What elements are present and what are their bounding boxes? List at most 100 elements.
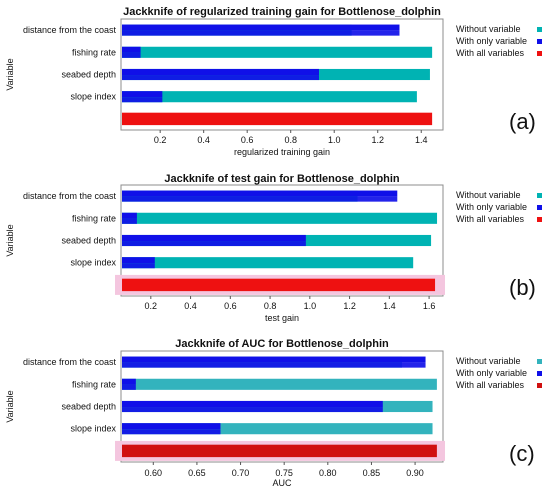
x-tick-label: 1.2: [371, 135, 384, 145]
legend-swatch: [537, 193, 542, 198]
bar-with-only-variable: [122, 190, 398, 197]
bar-with-only-variable-lower: [122, 97, 163, 103]
bar-with-only-variable-lower: [122, 362, 426, 368]
category-label: seabed depth: [61, 70, 116, 80]
x-tick-label: 0.2: [145, 301, 158, 311]
category-label: distance from the coast: [23, 357, 117, 367]
bar-with-only-variable-lower: [122, 196, 398, 202]
x-tick-label: 0.4: [184, 301, 197, 311]
category-label: distance from the coast: [23, 191, 117, 201]
chart-panel-3: Jackknife of AUC for Bottlenose_dolphind…: [5, 338, 542, 488]
bar-with-only-variable: [122, 24, 400, 31]
x-tick-label: 0.4: [197, 135, 210, 145]
x-tick-label: 1.0: [328, 135, 341, 145]
legend-swatch: [537, 205, 542, 210]
bar-with-only-variable: [122, 212, 137, 219]
chart-panel-2: Jackknife of test gain for Bottlenose_do…: [5, 173, 542, 323]
legend-swatch: [537, 217, 542, 222]
bar-without-variable: [122, 212, 438, 224]
bar-with-only-variable-lower: [122, 429, 221, 435]
x-tick-label: 0.70: [232, 468, 250, 478]
panel-label: (a): [509, 109, 536, 134]
bar-without-variable: [122, 378, 437, 390]
x-axis-label: AUC: [272, 478, 292, 488]
category-label: slope index: [70, 424, 116, 434]
legend-swatch: [537, 383, 542, 388]
legend-label: With only variable: [456, 368, 527, 378]
chart-panel-1: Jackknife of regularized training gain f…: [5, 6, 542, 157]
bar-with-only-variable: [122, 46, 141, 53]
bar-with-only-variable-lower: [122, 263, 155, 269]
category-label: distance from the coast: [23, 25, 117, 35]
bar-with-only-variable: [122, 356, 426, 363]
x-tick-label: 0.6: [224, 301, 237, 311]
x-tick-label: 1.4: [415, 135, 428, 145]
bar-with-only-variable: [122, 423, 221, 430]
panel-label: (b): [509, 275, 536, 300]
x-tick-label: 0.60: [145, 468, 163, 478]
legend-label: With only variable: [456, 36, 527, 46]
bar-with-all-variables: [122, 112, 433, 126]
category-label: seabed depth: [61, 236, 116, 246]
category-label: slope index: [70, 258, 116, 268]
legend-label: Without variable: [456, 190, 521, 200]
bar-with-all-variables: [122, 278, 436, 292]
bar-with-only-variable: [122, 400, 383, 408]
bar-without-variable: [122, 91, 417, 103]
category-label: seabed depth: [61, 402, 116, 412]
bar-with-all-variables: [122, 444, 437, 458]
y-axis-label: Variable: [5, 224, 15, 256]
legend-label: With all variables: [456, 48, 525, 58]
bar-with-only-variable-lower: [122, 218, 137, 224]
panel-label: (c): [509, 441, 535, 466]
bar-with-only-variable: [122, 257, 155, 264]
x-tick-label: 0.90: [406, 468, 424, 478]
x-tick-label: 0.2: [154, 135, 167, 145]
bar-with-only-variable: [122, 68, 319, 76]
legend-label: With only variable: [456, 202, 527, 212]
x-tick-label: 1.4: [383, 301, 396, 311]
y-axis-label: Variable: [5, 390, 15, 422]
x-tick-label: 0.65: [188, 468, 206, 478]
x-tick-label: 0.85: [363, 468, 381, 478]
x-axis-label: test gain: [265, 313, 299, 323]
bar-with-only-variable-lower: [122, 52, 141, 58]
x-tick-label: 0.8: [284, 135, 297, 145]
legend-label: With all variables: [456, 380, 525, 390]
legend-swatch: [537, 27, 542, 32]
category-label: fishing rate: [72, 379, 116, 389]
bar-with-only-variable-lower: [122, 75, 319, 81]
bar-with-only-variable: [122, 234, 306, 242]
bar-with-only-variable: [122, 91, 163, 98]
chart-title: Jackknife of test gain for Bottlenose_do…: [164, 173, 400, 185]
legend-swatch: [537, 359, 542, 364]
x-tick-label: 1.2: [343, 301, 356, 311]
legend-swatch: [537, 39, 542, 44]
category-label: slope index: [70, 92, 116, 102]
bar-with-only-variable-lower: [122, 30, 400, 36]
x-tick-label: 0.8: [264, 301, 277, 311]
x-tick-label: 1.0: [304, 301, 317, 311]
category-label: fishing rate: [72, 213, 116, 223]
legend-swatch: [537, 371, 542, 376]
legend-label: Without variable: [456, 356, 521, 366]
bar-with-only-variable: [122, 378, 136, 385]
chart-title: Jackknife of regularized training gain f…: [123, 6, 441, 18]
x-axis-label: regularized training gain: [234, 147, 330, 157]
category-label: fishing rate: [72, 47, 116, 57]
bar-without-variable: [122, 257, 414, 269]
legend-label: Without variable: [456, 24, 521, 34]
bar-with-only-variable-lower: [122, 241, 306, 247]
x-tick-label: 1.6: [423, 301, 436, 311]
bar-without-variable: [122, 423, 433, 435]
x-tick-label: 0.75: [275, 468, 293, 478]
x-tick-label: 0.6: [241, 135, 254, 145]
bar-with-only-variable-lower: [122, 407, 383, 413]
x-tick-label: 0.80: [319, 468, 337, 478]
y-axis-label: Variable: [5, 58, 15, 90]
chart-title: Jackknife of AUC for Bottlenose_dolphin: [175, 338, 389, 350]
legend-swatch: [537, 51, 542, 56]
bar-without-variable: [122, 46, 433, 58]
bar-with-only-variable-lower: [122, 384, 136, 390]
